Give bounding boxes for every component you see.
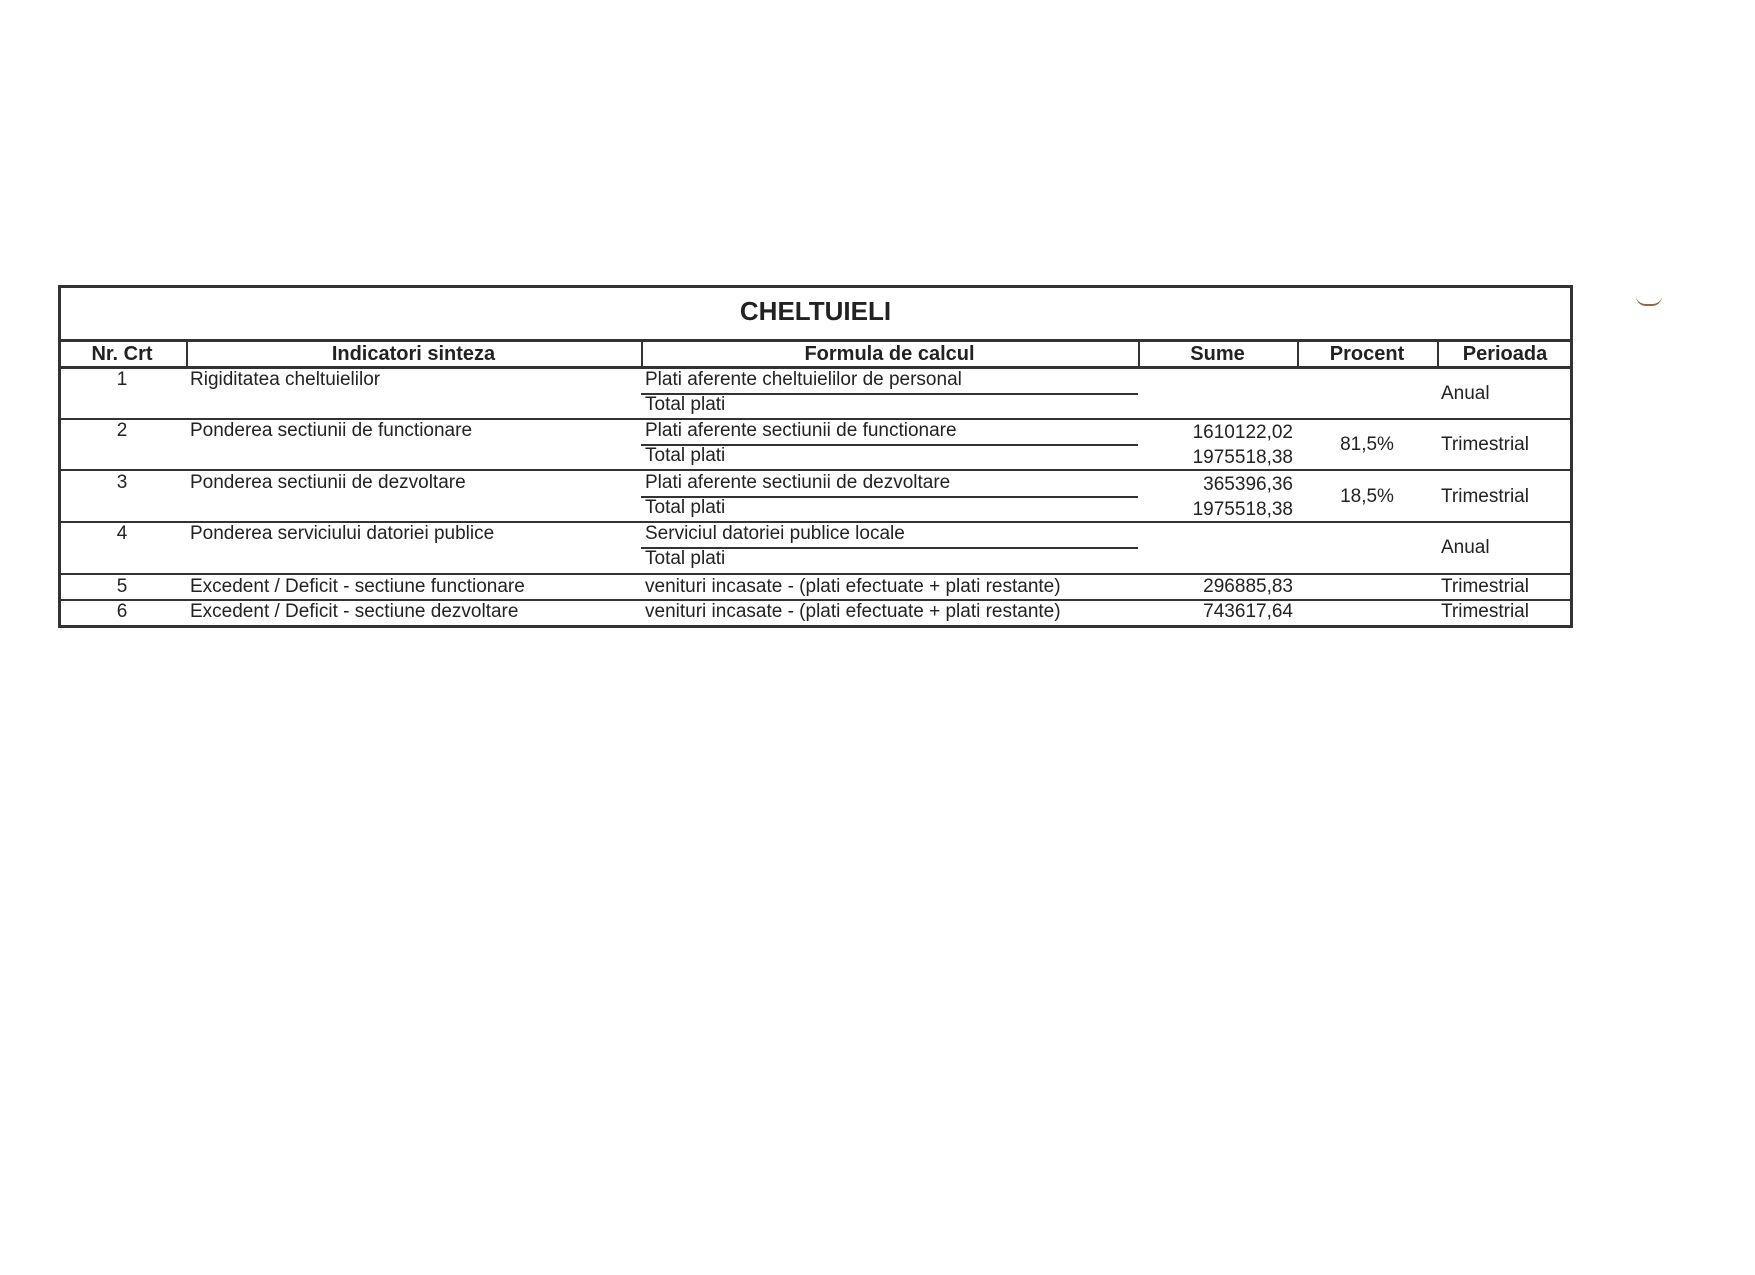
period-value: Trimestrial [1441, 434, 1529, 455]
row-number: 1 [116, 369, 128, 390]
indicator-name: Ponderea sectiunii de functionare [190, 420, 473, 441]
indicator-name: Ponderea sectiunii de dezvoltare [190, 472, 466, 493]
formula-numerator: Plati aferente sectiunii de functionare [645, 420, 957, 441]
period-value: Trimestrial [1441, 486, 1529, 507]
header-indicatori: Indicatori sinteza [331, 343, 496, 365]
formula-denominator: Total plati [645, 394, 726, 415]
sum-numerator: 1610122,02 [1192, 422, 1293, 443]
formula-denominator: Total plati [645, 445, 726, 466]
divider [61, 418, 1570, 420]
divider [61, 521, 1570, 523]
divider [61, 366, 1570, 369]
row-number: 4 [116, 523, 128, 544]
formula-numerator: Plati aferente cheltuielilor de personal [645, 369, 962, 390]
row-number: 6 [116, 601, 128, 622]
cheltuieli-table [58, 285, 1573, 628]
divider [61, 469, 1570, 471]
header-nr-crt: Nr. Crt [91, 343, 153, 365]
row-number: 2 [116, 420, 128, 441]
sum-numerator: 365396,36 [1203, 474, 1293, 495]
formula-numerator: Plati aferente sectiunii de dezvoltare [645, 472, 951, 493]
fraction-line [641, 496, 1138, 498]
indicator-name: Ponderea serviciului datoriei publice [190, 523, 495, 544]
divider [61, 339, 1570, 342]
divider [61, 599, 1570, 601]
row-number: 3 [116, 472, 128, 493]
sum-denominator: 1975518,38 [1192, 447, 1293, 468]
scan-mark [1636, 296, 1662, 306]
period-value: Trimestrial [1441, 601, 1529, 622]
fraction-line [641, 393, 1138, 395]
indicator-name: Rigiditatea cheltuielilor [190, 369, 381, 390]
sum-value: 296885,83 [1203, 576, 1293, 597]
period-value: Anual [1441, 383, 1490, 404]
formula-numerator: Serviciul datoriei publice locale [645, 523, 905, 544]
percent-value: 81,5% [1340, 434, 1394, 455]
header-sume: Sume [1190, 343, 1245, 365]
period-value: Anual [1441, 537, 1490, 558]
fraction-line [641, 444, 1138, 446]
indicator-name: Excedent / Deficit - sectiune dezvoltare [190, 601, 519, 622]
percent-value: 18,5% [1340, 486, 1394, 507]
indicator-name: Excedent / Deficit - sectiune functionar… [190, 576, 525, 597]
header-formula: Formula de calcul [804, 343, 975, 365]
table-title: CHELTUIELI [739, 296, 892, 326]
formula-denominator: Total plati [645, 497, 726, 518]
header-procent: Procent [1329, 343, 1405, 365]
divider [61, 573, 1570, 575]
formula: venituri incasate - (plati efectuate + p… [645, 601, 1061, 622]
sum-value: 743617,64 [1203, 601, 1293, 622]
fraction-line [641, 547, 1138, 549]
formula: venituri incasate - (plati efectuate + p… [645, 576, 1061, 597]
row-number: 5 [116, 576, 128, 597]
formula-denominator: Total plati [645, 548, 726, 569]
header-perioada: Perioada [1462, 343, 1548, 365]
sum-denominator: 1975518,38 [1192, 499, 1293, 520]
period-value: Trimestrial [1441, 576, 1529, 597]
